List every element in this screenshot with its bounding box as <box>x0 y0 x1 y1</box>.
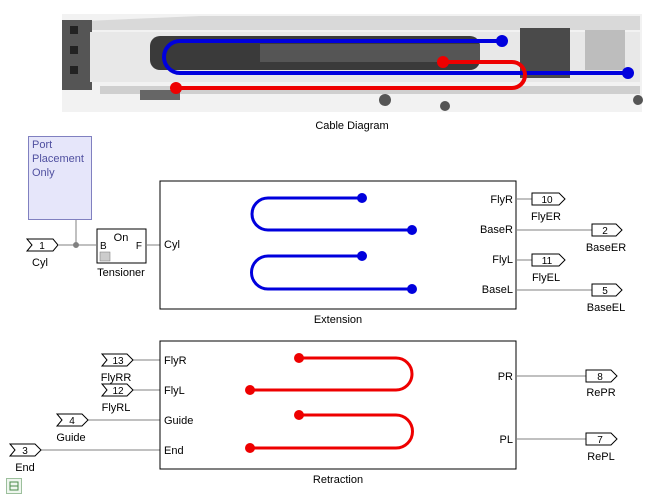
extension-title: Extension <box>314 314 362 326</box>
svg-text:F: F <box>136 241 142 252</box>
svg-text:8: 8 <box>597 372 603 383</box>
tensioner-icon <box>99 251 111 262</box>
svg-text:Cyl: Cyl <box>164 239 180 251</box>
extension-block[interactable]: Cyl FlyR BaseR FlyL BaseL <box>159 180 517 310</box>
svg-text:1: 1 <box>39 241 45 252</box>
svg-text:PL: PL <box>500 434 513 446</box>
outport-repr[interactable]: 8 <box>585 369 618 383</box>
inport-guide-label: Guide <box>56 432 85 444</box>
inport-flyrl-label: FlyRL <box>102 402 131 414</box>
outport-repl-label: RePL <box>587 451 615 463</box>
outport-repl[interactable]: 7 <box>585 432 618 446</box>
svg-text:BaseL: BaseL <box>482 284 513 296</box>
svg-text:5: 5 <box>602 286 608 297</box>
port-placement-annotation[interactable]: Port Placement Only <box>28 136 92 220</box>
simulink-status-icon[interactable] <box>6 478 22 494</box>
retraction-block[interactable]: FlyR FlyL Guide End PR PL <box>159 340 517 470</box>
tensioner-block[interactable]: On B F <box>96 228 147 264</box>
inport-cyl[interactable]: 1 <box>25 238 59 252</box>
svg-text:12: 12 <box>112 386 124 397</box>
inport-flyrr-label: FlyRR <box>101 372 132 384</box>
svg-text:FlyL: FlyL <box>164 385 185 397</box>
retraction-title: Retraction <box>313 474 363 486</box>
outport-repr-label: RePR <box>586 387 615 399</box>
svg-text:FlyR: FlyR <box>164 355 187 367</box>
cable-diagram-image <box>62 14 643 112</box>
svg-text:PR: PR <box>498 371 513 383</box>
svg-text:Guide: Guide <box>164 415 193 427</box>
inport-cyl-label: Cyl <box>32 257 48 269</box>
inport-end[interactable]: 3 <box>8 443 42 457</box>
svg-text:13: 13 <box>112 356 124 367</box>
svg-text:On: On <box>114 232 129 244</box>
outport-flyer-label: FlyER <box>531 211 561 223</box>
inport-flyrr[interactable]: 13 <box>100 353 134 367</box>
retraction-input-lines <box>41 359 160 451</box>
retraction-output-lines <box>517 375 586 440</box>
inport-end-label: End <box>15 462 35 474</box>
outport-flyel-label: FlyEL <box>532 272 560 284</box>
outport-baseer[interactable]: 2 <box>591 223 623 237</box>
svg-text:FlyR: FlyR <box>490 194 513 206</box>
svg-text:4: 4 <box>69 416 75 427</box>
svg-text:FlyL: FlyL <box>492 254 513 266</box>
outport-flyel[interactable]: 11 <box>531 253 566 267</box>
outport-baseer-label: BaseER <box>586 242 626 254</box>
outport-flyer[interactable]: 10 <box>531 192 566 206</box>
inport-flyrl[interactable]: 12 <box>100 383 134 397</box>
outport-baseel-label: BaseEL <box>587 302 626 314</box>
inport-guide[interactable]: 4 <box>55 413 89 427</box>
svg-text:7: 7 <box>597 435 603 446</box>
extension-output-lines <box>517 198 592 291</box>
outport-baseel[interactable]: 5 <box>591 283 623 297</box>
svg-text:2: 2 <box>602 226 608 237</box>
svg-text:3: 3 <box>22 446 28 457</box>
tensioner-label: Tensioner <box>97 267 145 279</box>
svg-text:BaseR: BaseR <box>480 224 513 236</box>
cable-diagram-caption: Cable Diagram <box>315 120 388 132</box>
svg-text:10: 10 <box>541 195 553 206</box>
svg-text:11: 11 <box>542 256 553 267</box>
svg-text:B: B <box>100 241 107 252</box>
svg-text:End: End <box>164 445 184 457</box>
